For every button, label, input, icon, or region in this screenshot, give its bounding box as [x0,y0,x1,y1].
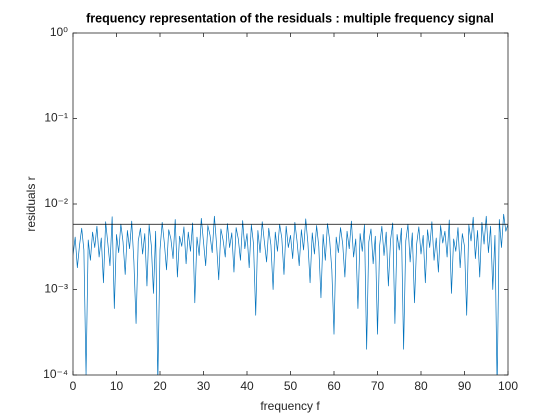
y-tick-label: 10⁻³ [44,282,68,296]
x-tick-label: 60 [327,379,341,393]
plot-area [73,33,508,375]
y-tick-label: 10⁻⁴ [43,367,68,381]
x-tick-label: 50 [284,379,298,393]
x-tick-label: 80 [414,379,428,393]
x-axis-label: frequency f [260,399,320,413]
x-tick-label: 90 [458,379,472,393]
x-tick-label: 100 [498,379,518,393]
x-tick-label: 30 [197,379,211,393]
y-tick-label: 10⁻² [44,196,68,210]
data-line [73,213,508,375]
chart-title: frequency representation of the residual… [86,11,494,25]
y-axis-label: residuals r [24,176,38,231]
x-tick-label: 20 [153,379,167,393]
x-tick-label: 0 [70,379,77,393]
y-tick-label: 10⁰ [50,25,68,39]
plot-marks [73,213,508,375]
x-tick-label: 70 [371,379,385,393]
y-tick-label: 10⁻¹ [44,111,68,125]
x-tick-label: 10 [110,379,124,393]
x-tick-label: 40 [240,379,254,393]
